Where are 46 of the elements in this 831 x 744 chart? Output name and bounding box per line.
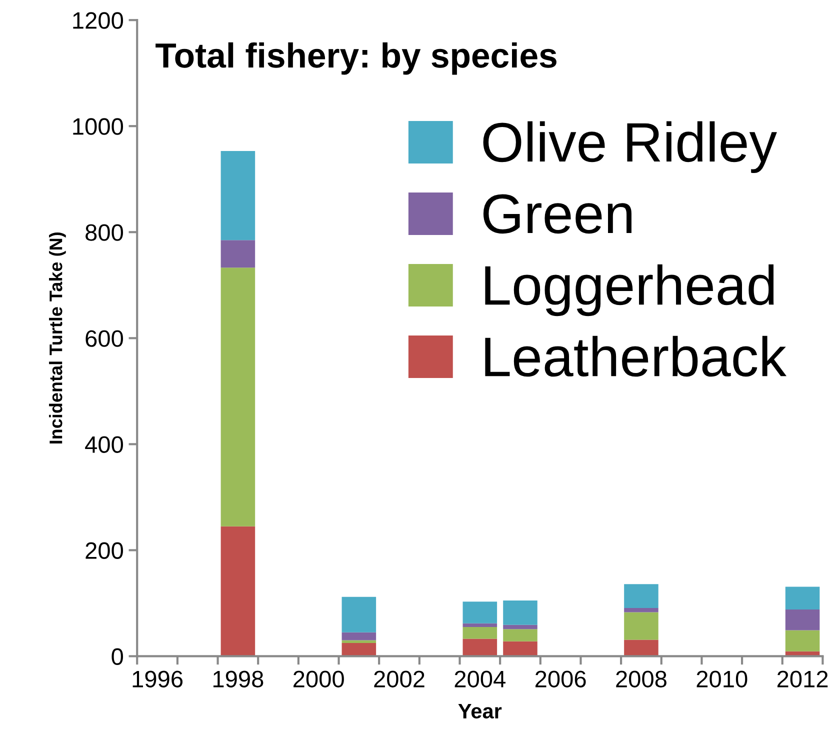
bar — [503, 629, 538, 642]
bar — [785, 610, 820, 630]
bar — [624, 584, 658, 608]
bar — [220, 151, 256, 240]
bar — [462, 602, 498, 624]
legend-label: Leatherback — [485, 336, 787, 377]
bar — [624, 612, 658, 640]
x-tick-label: 1998 — [213, 670, 264, 688]
bar — [624, 640, 658, 656]
bar — [342, 632, 376, 640]
text: Total fishery: by species — [156, 42, 556, 75]
x-axis-title: Year — [458, 704, 502, 719]
bar — [462, 638, 498, 656]
x-tick-label: 2010 — [696, 670, 748, 688]
legend-label: Olive Ridley — [483, 121, 777, 174]
y-tick-label: 0 — [112, 648, 123, 665]
y-tick-label: 1000 — [73, 118, 123, 135]
x-tick-label: 2008 — [616, 670, 666, 688]
y-tick-label: 600 — [86, 330, 123, 347]
bar — [342, 596, 376, 632]
x-tick-label: 2012 — [777, 670, 828, 688]
y-tick-label: 800 — [86, 224, 123, 241]
bar — [785, 586, 820, 610]
bar — [342, 642, 376, 656]
bar — [462, 623, 498, 628]
y-tick-label: 400 — [85, 436, 123, 453]
bar — [785, 630, 820, 652]
bar — [220, 240, 256, 268]
x-tick-label: 2006 — [535, 670, 586, 688]
x-tick-label: 2004 — [454, 670, 506, 688]
bar — [624, 608, 658, 612]
bar — [220, 268, 256, 526]
bar — [503, 600, 538, 625]
y-tick-label: 200 — [86, 542, 123, 559]
bar — [342, 640, 376, 643]
legend-label: Green — [483, 194, 632, 234]
x-tick-label: 2000 — [294, 670, 344, 688]
x-tick-label: 2002 — [374, 670, 424, 688]
y-axis-title: Incidental Turtle Take (N) — [49, 232, 66, 444]
bar — [503, 624, 538, 630]
x-tick-label: 1996 — [132, 670, 183, 688]
bar — [503, 641, 538, 656]
y-tick-label: 1200 — [73, 12, 123, 29]
legend-label: Loggerhead — [485, 264, 774, 316]
bar — [462, 627, 498, 639]
bar — [220, 526, 256, 656]
